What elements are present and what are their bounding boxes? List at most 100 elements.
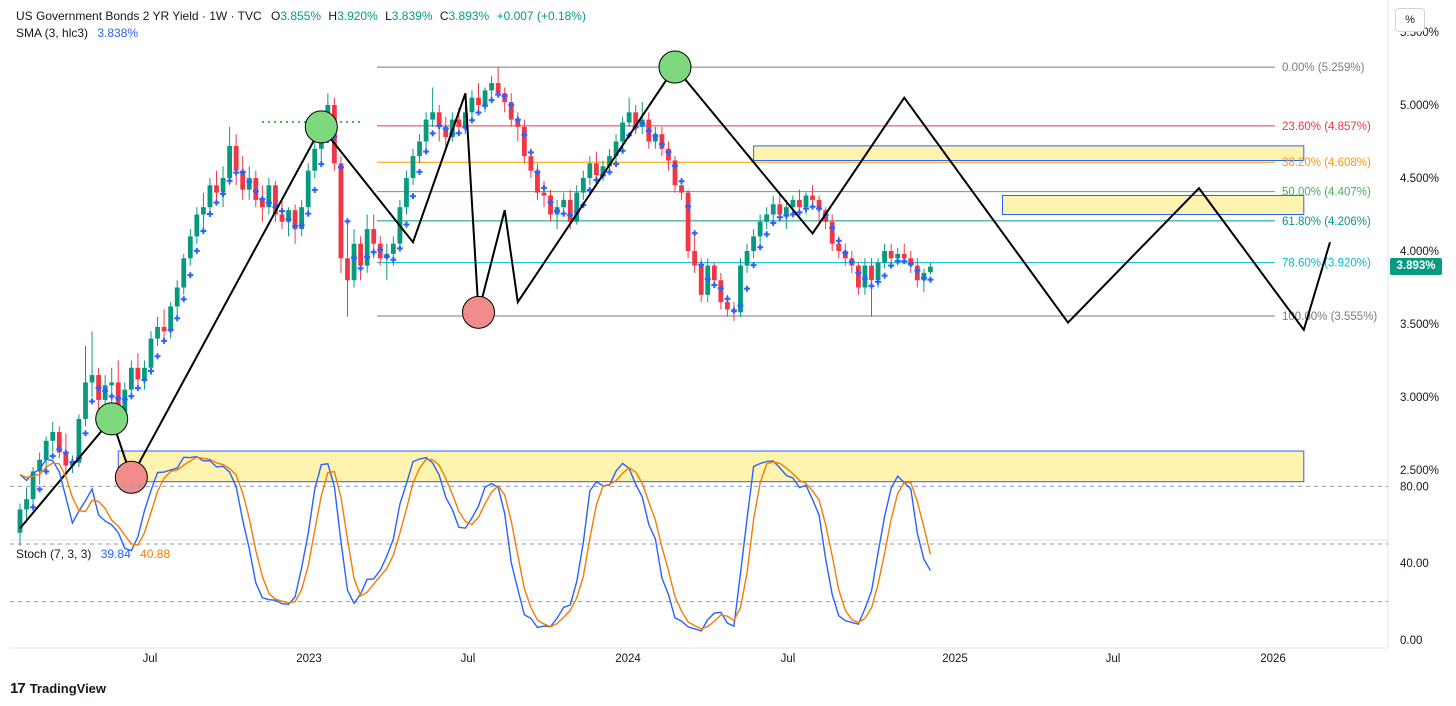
candle-body xyxy=(358,243,363,266)
highlight-zones xyxy=(117,145,1305,483)
candle-body xyxy=(390,243,396,254)
price-axis[interactable]: 5.500%5.000%4.500%4.000%3.500%3.000%2.50… xyxy=(1400,27,1439,477)
fib-level-label: 50.00% (4.407%) xyxy=(1282,187,1371,199)
candle-body xyxy=(312,148,318,171)
candle-body xyxy=(541,192,547,196)
time-tick: Jul xyxy=(461,653,476,665)
candle-body xyxy=(888,251,894,259)
tradingview-logo-text: TradingView xyxy=(29,681,107,696)
candle-body xyxy=(685,192,691,251)
candle-body xyxy=(17,509,23,533)
candle-body xyxy=(273,185,278,215)
zigzag-line xyxy=(19,65,1331,530)
candle-body xyxy=(738,265,743,313)
fib-level-label: 23.60% (4.857%) xyxy=(1282,121,1371,133)
candle-body xyxy=(279,214,285,222)
candle-body xyxy=(410,156,416,178)
candle-body xyxy=(679,185,684,193)
candle-body xyxy=(633,112,639,127)
candle-body xyxy=(535,170,540,193)
candle-body xyxy=(626,112,632,123)
candle-body xyxy=(168,306,174,332)
candle-body xyxy=(783,207,789,215)
candle-body xyxy=(37,459,43,472)
price-tick: 5.000% xyxy=(1400,100,1439,112)
candle-body xyxy=(89,375,95,383)
stoch-tick: 40.00 xyxy=(1400,558,1429,570)
highlight-zone xyxy=(753,145,1305,161)
candle-body xyxy=(292,210,298,230)
candle-body xyxy=(698,265,704,295)
candle-body xyxy=(76,418,82,463)
candle-body xyxy=(338,163,344,259)
candle-body xyxy=(109,382,115,386)
zigzag-lines xyxy=(19,65,1331,530)
candle-body xyxy=(220,178,226,193)
time-tick: Jul xyxy=(143,653,158,665)
candle-body xyxy=(574,192,580,222)
highlight-zone xyxy=(117,450,1305,483)
candle-body xyxy=(476,97,481,105)
candle-body xyxy=(587,163,593,178)
legend-sma: SMA (3, hlc3) 3.838% xyxy=(16,26,138,40)
time-tick: 2023 xyxy=(296,653,322,665)
price-tick: 4.000% xyxy=(1400,246,1439,258)
fib-level-label: 61.80% (4.206%) xyxy=(1282,216,1371,228)
highlight-zone xyxy=(1002,195,1305,216)
candle-body xyxy=(404,178,409,208)
candle-body xyxy=(240,170,246,190)
legend-stoch: Stoch (7, 3, 3) 39.84 40.88 xyxy=(16,547,170,561)
candle-body xyxy=(594,163,599,176)
candle-body xyxy=(777,204,783,215)
candle-body xyxy=(508,102,514,120)
candle-body xyxy=(456,119,462,127)
candle-body xyxy=(901,253,907,259)
candle-body xyxy=(856,265,861,288)
sma-series xyxy=(30,91,934,511)
time-tick: Jul xyxy=(1106,653,1121,665)
candle-body xyxy=(364,229,370,266)
pivot-marker xyxy=(304,110,338,144)
fib-retracement[interactable]: 0.00% (5.259%) 23.60% (4.857%) 38.20% (4.6… xyxy=(262,62,1377,323)
candle-body xyxy=(174,287,180,307)
candle-body xyxy=(463,112,468,127)
candle-body xyxy=(194,214,200,237)
candle-body xyxy=(895,253,901,259)
candle-body xyxy=(928,266,933,273)
pivot-marker xyxy=(462,295,495,329)
candle-body xyxy=(751,236,756,251)
candle-body xyxy=(299,207,305,230)
candle-body xyxy=(181,258,187,288)
candle-body xyxy=(692,251,698,266)
stoch-d-line xyxy=(19,456,932,630)
pivot-marker xyxy=(95,402,129,436)
candle-body xyxy=(620,122,625,142)
time-tick: 2024 xyxy=(615,653,641,665)
pivot-markers xyxy=(95,50,692,494)
time-tick: 2025 xyxy=(942,653,968,665)
stochastic-pane xyxy=(10,455,1388,632)
candle-body xyxy=(489,83,494,91)
candle-body xyxy=(600,166,606,176)
stoch-tick: 0.00 xyxy=(1400,635,1422,647)
candle-body xyxy=(672,160,678,186)
time-tick: 2026 xyxy=(1260,653,1286,665)
candle-body xyxy=(816,199,822,211)
candle-body xyxy=(528,156,534,171)
last-price-tag: 3.893% xyxy=(1390,258,1442,275)
percent-scale-button[interactable]: % xyxy=(1395,8,1425,32)
fib-level-label: 0.00% (5.259%) xyxy=(1282,62,1365,74)
time-axis[interactable]: Jul 2023 Jul 2024 Jul 2025 Jul 2026 xyxy=(143,653,1286,665)
candle-body xyxy=(345,258,350,281)
candle-body xyxy=(351,243,357,281)
candle-body xyxy=(201,207,206,215)
candle-body xyxy=(797,199,802,208)
candle-body xyxy=(757,221,763,237)
candle-body xyxy=(607,156,612,167)
fib-level-label: 38.20% (4.608%) xyxy=(1282,157,1371,169)
candle-body xyxy=(214,185,219,193)
tradingview-logo[interactable]: 17 TradingView xyxy=(10,680,106,697)
candle-body xyxy=(142,367,147,380)
candle-body xyxy=(305,170,311,208)
